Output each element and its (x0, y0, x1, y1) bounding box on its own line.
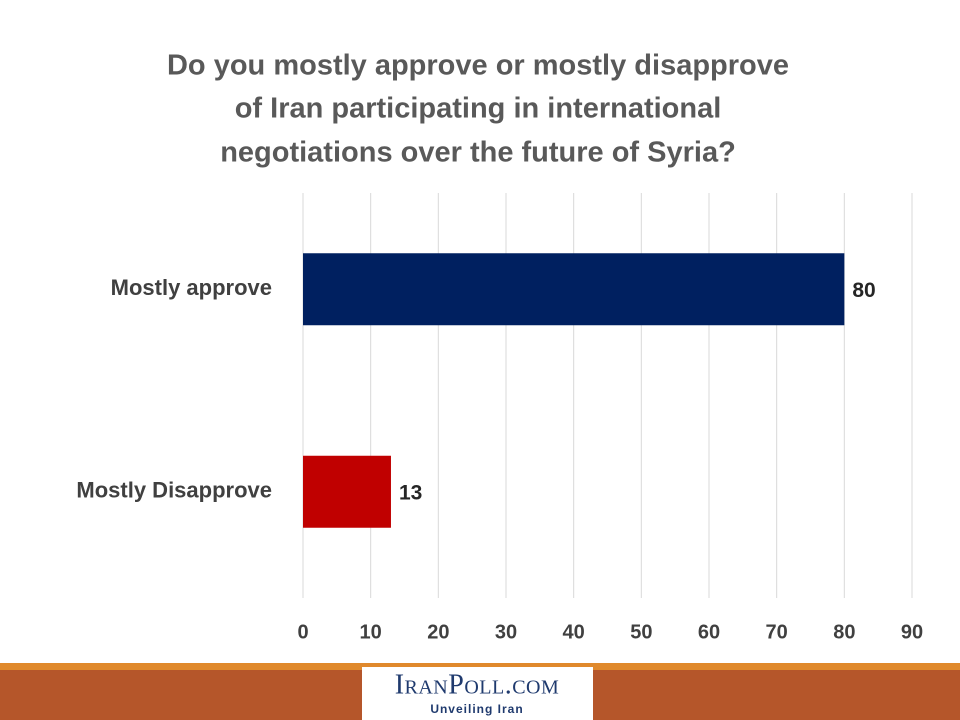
x-tick-label: 40 (563, 621, 585, 643)
bar (303, 253, 845, 326)
value-label: 80 (852, 279, 875, 302)
chart-title: Do you mostly approve or mostly disappro… (167, 50, 789, 82)
x-tick-label: 20 (427, 621, 449, 643)
x-tick-label: 50 (630, 621, 652, 643)
x-tick-label: 70 (766, 621, 788, 643)
footer-stripe (0, 663, 960, 670)
x-tick-label: 10 (360, 621, 382, 643)
chart-title: of Iran participating in international (235, 93, 722, 125)
x-tick-label: 30 (495, 621, 517, 643)
logo-box (362, 667, 593, 720)
plot: 0 10 20 30 40 50 60 70 80 90 Mostly approve 80 Mostl… (76, 193, 923, 643)
bar (303, 455, 391, 528)
logo: IranPoll.com (395, 669, 560, 700)
tagline: Unveiling Iran (430, 702, 523, 716)
value-label: 13 (399, 481, 422, 504)
x-tick-label: 60 (698, 621, 720, 643)
category-label: Mostly approve (111, 275, 272, 300)
x-tick-label: 90 (901, 621, 923, 643)
x-tick-label: 0 (297, 621, 308, 643)
chart-title: negotiations over the future of Syria? (220, 137, 736, 169)
x-tick-label: 80 (833, 621, 855, 643)
category-label: Mostly Disapprove (76, 478, 272, 503)
